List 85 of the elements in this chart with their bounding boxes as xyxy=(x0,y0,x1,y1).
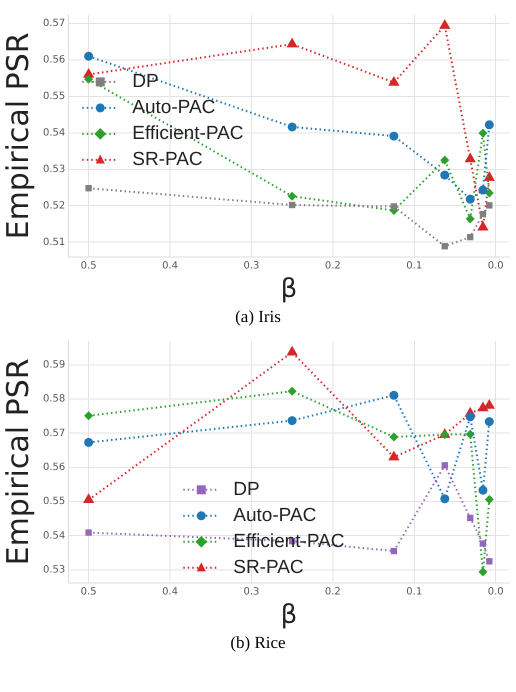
point xyxy=(440,170,450,180)
point xyxy=(286,346,298,356)
x-tick-label: 0.3 xyxy=(243,586,260,598)
legend-label: Auto-PAC xyxy=(233,505,316,526)
x-axis-title: β xyxy=(280,274,298,304)
point xyxy=(389,132,398,141)
point xyxy=(85,529,92,536)
y-tick-label: 0.53 xyxy=(43,164,66,175)
point xyxy=(484,399,495,409)
y-tick-label: 0.52 xyxy=(43,200,66,212)
point xyxy=(478,186,488,195)
point xyxy=(442,243,448,250)
point xyxy=(85,185,92,192)
y-tick-label: 0.57 xyxy=(43,428,66,439)
point xyxy=(442,462,448,468)
y-tick-label: 0.56 xyxy=(43,462,66,473)
y-axis-title: Empirical PSR xyxy=(0,32,36,240)
point xyxy=(478,486,488,495)
point xyxy=(84,74,94,84)
legend-label: Efficient-PAC xyxy=(132,123,244,144)
point xyxy=(288,192,297,201)
point xyxy=(466,194,475,204)
point xyxy=(466,412,475,422)
point xyxy=(486,558,492,564)
point xyxy=(82,493,94,504)
y-tick-label: 0.53 xyxy=(43,564,66,576)
y-tick-label: 0.59 xyxy=(43,360,66,370)
x-tick-label: 0.2 xyxy=(324,260,341,272)
point xyxy=(464,152,476,162)
point xyxy=(288,202,296,208)
point xyxy=(466,214,475,224)
point xyxy=(439,19,450,29)
x-tick-label: 0.0 xyxy=(488,260,504,272)
x-tick-label: 0.2 xyxy=(324,586,341,598)
y-tick-label: 0.54 xyxy=(43,127,66,138)
point xyxy=(288,416,297,426)
legend-label: DP xyxy=(233,479,260,500)
point xyxy=(84,52,94,61)
point xyxy=(288,386,297,396)
point xyxy=(388,450,400,460)
x-tick-label: 0.5 xyxy=(80,260,97,272)
y-tick-label: 0.54 xyxy=(43,530,66,542)
point xyxy=(390,548,398,554)
x-axis-title: β xyxy=(280,600,298,630)
y-tick-label: 0.51 xyxy=(43,236,66,248)
x-tick-label: 0.0 xyxy=(488,586,504,598)
legend-label: SR-PAC xyxy=(233,557,304,578)
point xyxy=(388,76,400,86)
point xyxy=(484,417,494,426)
x-tick-label: 0.5 xyxy=(80,586,97,598)
point xyxy=(286,38,298,48)
point xyxy=(478,567,488,576)
y-tick-label: 0.58 xyxy=(43,394,66,405)
point xyxy=(478,128,488,138)
point xyxy=(288,122,297,132)
text: (b) Rice xyxy=(229,632,287,654)
point xyxy=(84,411,94,420)
point xyxy=(467,514,474,522)
point xyxy=(440,156,450,165)
point xyxy=(390,203,398,210)
point xyxy=(484,494,494,504)
x-tick-label: 0.4 xyxy=(162,260,178,272)
legend-label: DP xyxy=(132,71,159,92)
point xyxy=(389,432,398,442)
y-tick-label: 0.57 xyxy=(43,18,66,29)
point xyxy=(440,494,450,504)
y-tick-label: 0.56 xyxy=(43,54,66,66)
point xyxy=(389,390,398,400)
legend-label: SR-PAC xyxy=(132,149,203,170)
x-tick-label: 0.3 xyxy=(243,260,260,272)
y-axis-title: Empirical PSR xyxy=(0,358,36,566)
x-tick-label: 0.1 xyxy=(406,586,422,598)
point xyxy=(84,438,94,447)
point xyxy=(486,202,492,209)
y-tick-label: 0.55 xyxy=(43,496,66,508)
text: (a) Iris xyxy=(234,306,282,328)
point xyxy=(467,234,474,240)
x-tick-label: 0.4 xyxy=(162,586,178,598)
point xyxy=(484,171,495,181)
point xyxy=(480,210,486,218)
point xyxy=(466,430,475,439)
x-tick-label: 0.1 xyxy=(406,260,422,272)
y-tick-label: 0.55 xyxy=(43,90,66,102)
point xyxy=(484,120,494,130)
point xyxy=(484,188,494,198)
